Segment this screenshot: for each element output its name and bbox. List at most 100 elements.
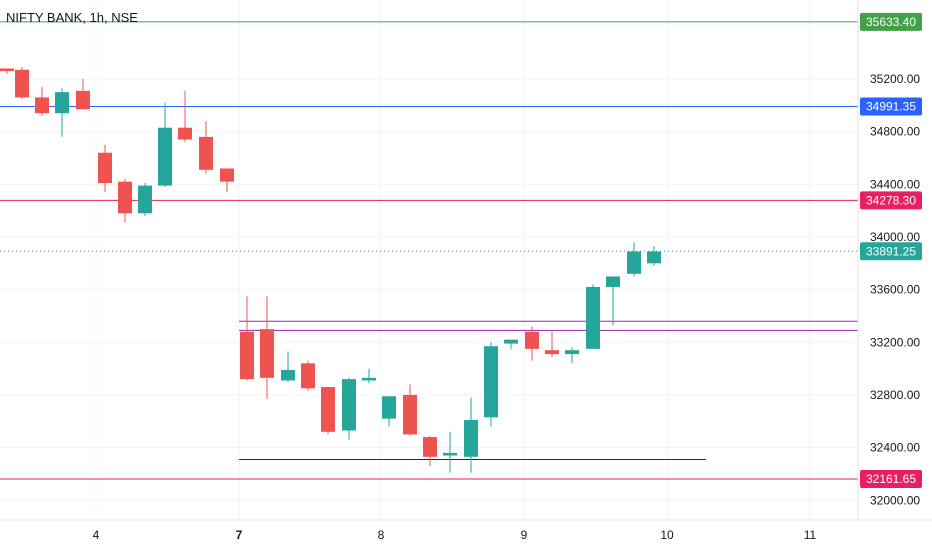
drawn-trendlines[interactable] <box>239 320 858 460</box>
candle-body <box>281 369 295 381</box>
price-tick-label: 33200.00 <box>870 335 920 349</box>
price-badge-label: 32161.65 <box>866 472 916 486</box>
candle-body <box>525 331 539 349</box>
candle-bearish <box>260 296 274 399</box>
candle-bearish <box>98 144 112 193</box>
candle-bullish <box>586 284 600 349</box>
candle-bullish <box>55 88 69 137</box>
candle-bullish <box>362 368 376 384</box>
candle-bullish <box>138 182 152 216</box>
candle-body <box>321 387 335 432</box>
candle-body <box>464 419 478 457</box>
candle-bearish <box>15 67 29 99</box>
time-axis[interactable]: 4 7 8 9 10 11 <box>93 528 817 542</box>
candle-bullish <box>281 351 295 382</box>
candle-body <box>627 251 641 274</box>
candle-bullish <box>627 242 641 277</box>
time-tick-label: 9 <box>521 528 528 542</box>
candle-body <box>220 168 234 182</box>
price-badge: 32161.65 <box>860 469 922 488</box>
price-badge: 33891.25 <box>860 242 922 261</box>
time-tick-label: 10 <box>660 528 674 542</box>
candle-body <box>199 136 213 170</box>
candle-bullish <box>464 397 478 473</box>
candle-body <box>403 394 417 435</box>
price-tick-label: 32000.00 <box>870 493 920 507</box>
candle-body <box>565 350 579 355</box>
candle-body <box>118 181 132 214</box>
candle-bearish <box>35 86 49 116</box>
price-tick-label: 34400.00 <box>870 177 920 191</box>
price-badge-bg <box>860 12 922 31</box>
candle-bearish <box>76 78 90 110</box>
price-tick-label: 32800.00 <box>870 388 920 402</box>
candle-body <box>76 90 90 110</box>
price-badge-bg <box>860 242 922 261</box>
price-badges: 35633.40 34991.35 34278.30 33891.25 32161.65 <box>860 12 922 488</box>
candle-body <box>158 127 172 186</box>
price-tick-label: 32400.00 <box>870 441 920 455</box>
candle-bearish <box>240 296 254 381</box>
candle-body <box>545 350 559 355</box>
candle-body <box>35 97 49 114</box>
price-tick-label: 34800.00 <box>870 125 920 139</box>
candle-body <box>0 68 14 72</box>
candle-body <box>260 329 274 378</box>
candle-bullish <box>565 347 579 364</box>
candle-bearish <box>423 435 437 467</box>
candle-bearish <box>0 68 14 74</box>
candle-body <box>647 251 661 264</box>
price-tick-label: 35200.00 <box>870 72 920 86</box>
candle-body <box>504 339 518 344</box>
candle-bearish <box>321 387 335 435</box>
candle-bullish <box>443 431 457 473</box>
price-badge: 35633.40 <box>860 12 922 31</box>
candle-body <box>15 69 29 98</box>
candle-bullish <box>484 342 498 427</box>
candles <box>0 67 661 473</box>
grid <box>0 0 858 520</box>
candle-body <box>240 331 254 380</box>
candle-body <box>586 286 600 349</box>
horizontal-levels[interactable] <box>0 21 858 480</box>
candle-bullish <box>606 276 620 326</box>
candle-body <box>98 152 112 183</box>
candle-bearish <box>199 121 213 174</box>
candle-body <box>606 276 620 287</box>
candle-bullish <box>647 246 661 266</box>
candle-bearish <box>525 326 539 361</box>
candle-bullish <box>342 377 356 440</box>
candle-body <box>342 379 356 431</box>
candle-bearish <box>301 360 315 391</box>
price-badge-bg <box>860 97 922 116</box>
price-tick-label: 34000.00 <box>870 230 920 244</box>
candle-body <box>301 363 315 389</box>
price-badge-label: 34278.30 <box>866 193 916 207</box>
candle-body <box>362 377 376 381</box>
price-badge-bg <box>860 469 922 488</box>
candle-body <box>178 127 192 140</box>
price-badge: 34991.35 <box>860 97 922 116</box>
price-tick-label: 33600.00 <box>870 283 920 297</box>
price-badge-label: 34991.35 <box>866 99 916 113</box>
candle-bearish <box>178 90 192 143</box>
candle-bullish <box>504 339 518 349</box>
candle-bearish <box>220 168 234 193</box>
candle-body <box>138 185 152 214</box>
symbol-title: NIFTY BANK, 1h, NSE <box>6 10 138 25</box>
time-tick-label: 11 <box>804 528 817 542</box>
candle-bullish <box>382 396 396 427</box>
price-badge: 34278.30 <box>860 191 922 210</box>
candle-body <box>484 346 498 418</box>
candle-body <box>382 396 396 419</box>
candle-bearish <box>118 179 132 223</box>
price-badge-label: 33891.25 <box>866 244 916 258</box>
time-tick-label: 8 <box>378 528 385 542</box>
candle-bearish <box>545 331 559 357</box>
price-badge-bg <box>860 191 922 210</box>
candle-body <box>443 452 457 456</box>
candle-body <box>423 437 437 457</box>
price-axis[interactable]: 32000.00 32400.00 32800.00 33200.00 33600.00… <box>870 72 920 507</box>
time-tick-label: 7 <box>236 528 243 542</box>
